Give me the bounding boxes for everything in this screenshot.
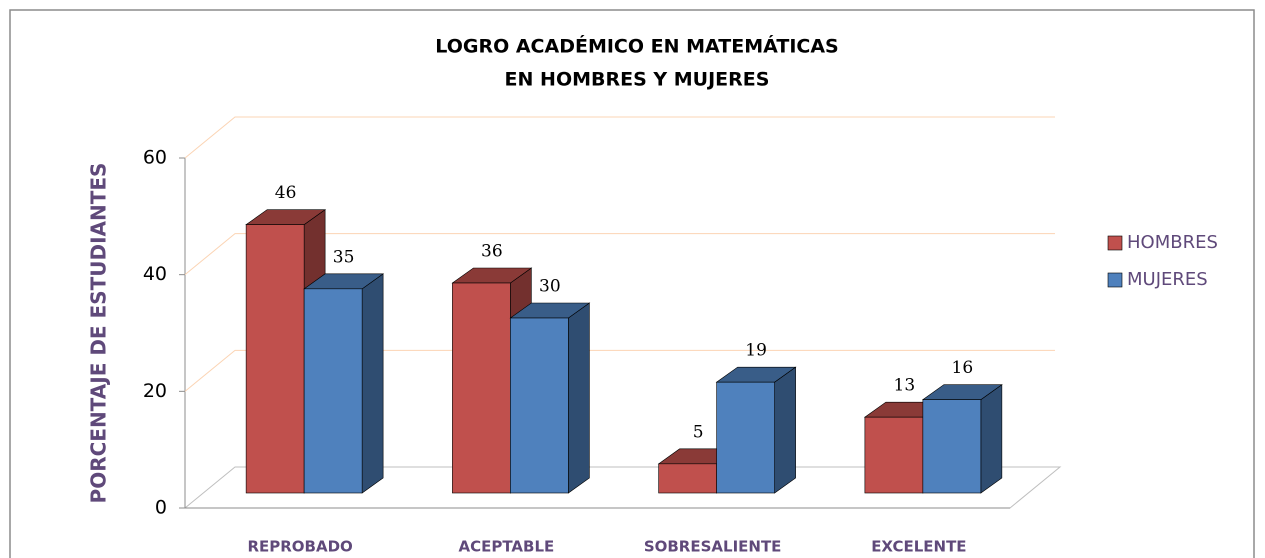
- data-label: 16: [952, 358, 974, 378]
- grid-line: [184, 116, 1055, 159]
- chart-frame: [9, 9, 1255, 558]
- chart-title: EN HOMBRES Y MUJERES: [505, 69, 770, 91]
- legend-swatch: [1107, 272, 1123, 288]
- bar-side: [361, 273, 384, 494]
- bar: [658, 463, 717, 494]
- data-label: 13: [894, 376, 916, 396]
- chart-title: LOGRO ACADÉMICO EN MATEMÁTICAS: [435, 35, 838, 58]
- y-tick-label: 60: [143, 147, 167, 169]
- bar-side: [980, 384, 1003, 494]
- bar: [716, 381, 775, 494]
- y-tick-label: 20: [143, 380, 167, 402]
- x-tick-label: ACEPTABLE: [458, 538, 554, 556]
- data-label: 36: [481, 242, 503, 262]
- x-tick-label: EXCELENTE: [871, 538, 966, 556]
- bar: [452, 282, 511, 494]
- legend-label: HOMBRES: [1127, 232, 1218, 253]
- data-label: 35: [333, 247, 355, 267]
- bar-side: [568, 302, 590, 494]
- data-label: 46: [275, 183, 297, 203]
- x-tick-label: REPROBADO: [247, 538, 352, 556]
- bar-side: [774, 366, 796, 494]
- y-tick-label: 40: [143, 263, 167, 285]
- data-label: 30: [539, 277, 561, 297]
- y-tick-label: 0: [155, 497, 167, 519]
- bar: [245, 224, 305, 494]
- grid-line: [184, 349, 1055, 392]
- bar: [303, 288, 363, 494]
- bar: [922, 399, 982, 494]
- data-label: 19: [745, 341, 767, 361]
- legend-label: MUJERES: [1127, 269, 1208, 290]
- x-tick-label: SOBRESALIENTE: [644, 538, 782, 556]
- bar: [510, 317, 569, 494]
- grid-line: [184, 233, 1055, 276]
- data-label: 5: [693, 422, 704, 442]
- y-axis-label: PORCENTAJE DE ESTUDIANTES: [87, 163, 111, 504]
- bar: [864, 416, 924, 494]
- legend-swatch: [1107, 235, 1123, 251]
